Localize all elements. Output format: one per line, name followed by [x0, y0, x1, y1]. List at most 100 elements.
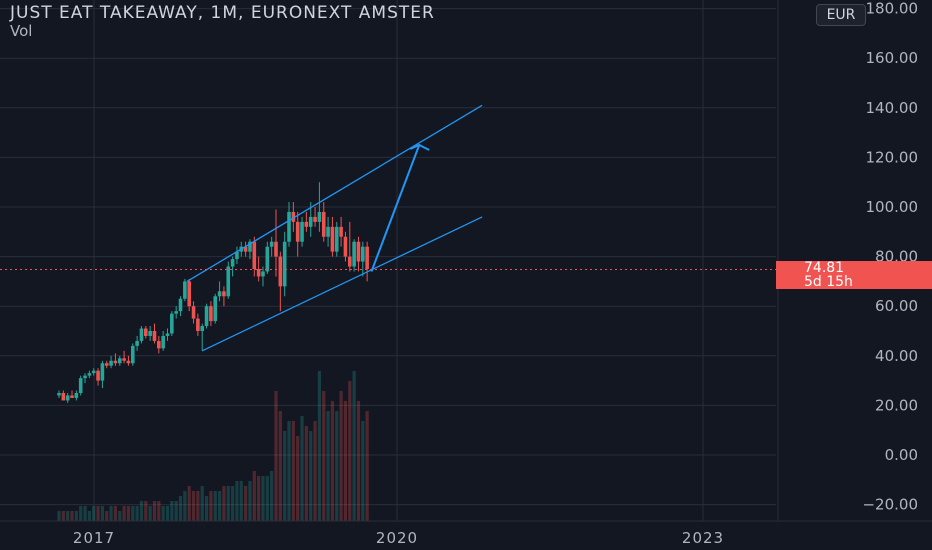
candle	[213, 293, 218, 324]
candle-body	[217, 291, 222, 297]
candle	[78, 375, 83, 396]
volume-bar	[222, 486, 226, 521]
candle	[113, 353, 118, 366]
volume-bar	[139, 501, 144, 521]
candle	[295, 211, 300, 257]
candle	[157, 335, 161, 354]
channel-upper-line	[186, 104, 483, 282]
volume-bars	[57, 371, 369, 521]
current-price-value: 74.81	[804, 260, 845, 276]
volume-bar	[356, 401, 361, 521]
currency-button[interactable]: EUR	[816, 4, 866, 26]
candle-body	[196, 318, 200, 331]
candle-body	[117, 358, 122, 364]
candle-body	[269, 241, 274, 247]
volume-bar	[283, 431, 287, 521]
candle-body	[343, 236, 348, 257]
volume-bar	[87, 511, 91, 521]
candle-body	[113, 360, 118, 364]
volume-bar	[278, 411, 282, 521]
volume-bar	[113, 506, 118, 521]
volume-bar	[244, 486, 248, 521]
candle-body	[152, 331, 157, 341]
volume-bar	[291, 421, 295, 521]
volume-bar	[313, 421, 317, 521]
volume-bar	[252, 471, 256, 521]
candle	[117, 355, 122, 366]
candle	[161, 331, 165, 351]
candle	[365, 241, 369, 282]
volume-bar	[126, 506, 131, 521]
current-price-tag: 74.81 5d 15h	[776, 261, 932, 289]
volume-bar	[365, 411, 369, 521]
volume-bar	[105, 511, 109, 521]
volume-bar	[135, 506, 139, 521]
volume-bar	[265, 476, 269, 521]
candle-body	[130, 345, 135, 364]
bar-countdown: 5d 15h	[804, 274, 853, 290]
candle	[170, 311, 174, 336]
candle	[252, 236, 257, 277]
candle	[222, 286, 226, 307]
candle-body	[165, 333, 170, 336]
volume-bar	[66, 511, 70, 521]
volume-bar	[70, 511, 74, 521]
projection-arrow-head	[409, 143, 430, 151]
candle	[104, 360, 109, 369]
candle	[204, 303, 209, 329]
volume-bar	[148, 506, 152, 521]
volume-bar	[83, 506, 87, 521]
volume-bar	[92, 506, 96, 521]
candle	[148, 326, 152, 341]
candle	[174, 306, 178, 319]
candle-body	[274, 241, 278, 257]
candle	[334, 221, 339, 257]
x-tick-label: 2023	[682, 529, 724, 547]
y-tick-label: 0.00	[885, 446, 918, 464]
candle-body	[87, 373, 92, 376]
y-tick-label: −20.00	[862, 496, 918, 514]
volume-bar	[61, 511, 65, 521]
volume-bar	[79, 506, 83, 521]
candle	[343, 231, 348, 262]
candle-body	[122, 358, 126, 361]
candle-body	[347, 256, 352, 267]
volume-bar	[343, 401, 348, 521]
volume-bar	[122, 506, 126, 521]
candle-body	[187, 281, 191, 307]
volume-bar	[165, 506, 170, 521]
trend-channel-drawings	[186, 104, 483, 352]
candle	[74, 390, 79, 401]
volume-bar	[118, 511, 122, 521]
volume-bar	[300, 416, 304, 521]
candle	[287, 202, 291, 247]
candle-body	[213, 296, 218, 322]
candle	[304, 211, 309, 232]
candle	[126, 355, 131, 366]
y-tick-label: 60.00	[875, 297, 918, 315]
candle	[96, 368, 100, 386]
candle-body	[356, 241, 361, 262]
candle	[91, 368, 96, 376]
candle	[200, 323, 205, 351]
candle	[139, 326, 144, 344]
candle	[261, 266, 265, 287]
candle-body	[352, 241, 356, 267]
candle-body	[100, 363, 105, 381]
volume-bar	[317, 371, 321, 521]
candle-body	[330, 226, 335, 252]
candle-body	[183, 281, 187, 299]
candle	[187, 278, 191, 312]
candle-body	[200, 326, 205, 331]
volume-bar	[231, 486, 235, 521]
candle	[300, 216, 304, 247]
volume-bar	[335, 411, 339, 521]
candle-body	[243, 246, 248, 252]
candle-body	[282, 241, 287, 287]
candle	[109, 355, 113, 369]
volume-bar	[200, 486, 204, 521]
volume-bar	[157, 501, 161, 521]
candle	[57, 390, 61, 398]
